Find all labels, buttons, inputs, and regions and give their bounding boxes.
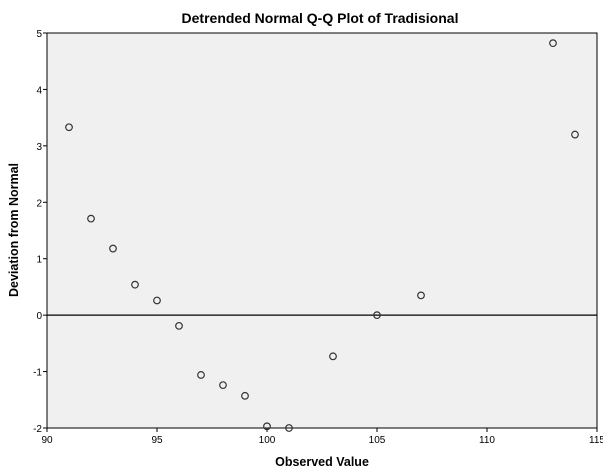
data-point	[285, 424, 293, 432]
y-tick-label: 0	[36, 311, 42, 322]
data-point	[417, 291, 425, 300]
data-point	[87, 214, 95, 223]
y-tick-label: -2	[33, 424, 42, 435]
data-points	[65, 39, 579, 432]
data-point	[109, 244, 117, 253]
y-tick-label: 2	[36, 198, 42, 209]
x-tick-label: 115	[589, 435, 603, 446]
data-point	[373, 311, 381, 320]
data-point	[197, 371, 205, 379]
data-point	[549, 39, 557, 48]
data-point	[131, 280, 139, 289]
data-point	[241, 391, 249, 400]
y-tick-label: 4	[36, 85, 42, 96]
data-point	[219, 381, 227, 390]
y-axis: -2 -1 0 1 2 3 4 5	[33, 29, 47, 435]
x-tick-label: 110	[479, 435, 495, 446]
y-tick-label: 1	[36, 255, 42, 266]
x-tick-label: 95	[151, 435, 163, 446]
data-point	[175, 321, 183, 330]
y-axis-title: Deviation from Normal	[7, 163, 21, 297]
data-point	[263, 422, 271, 431]
x-tick-label: 90	[41, 435, 53, 446]
x-tick-label: 100	[259, 435, 276, 446]
y-tick-label: 3	[36, 142, 42, 153]
data-point	[153, 296, 161, 305]
x-tick-label: 105	[369, 435, 386, 446]
y-tick-label: -1	[33, 368, 42, 379]
chart-title: Detrended Normal Q-Q Plot of Tradisional	[182, 10, 459, 26]
data-point	[571, 130, 579, 139]
y-tick-label: 5	[36, 29, 42, 40]
plot-area	[46, 32, 598, 429]
data-point	[329, 352, 337, 361]
x-axis: 90 95 100 105 110 115	[41, 428, 603, 446]
x-axis-title: Observed Value	[275, 455, 369, 469]
data-point	[65, 123, 73, 132]
